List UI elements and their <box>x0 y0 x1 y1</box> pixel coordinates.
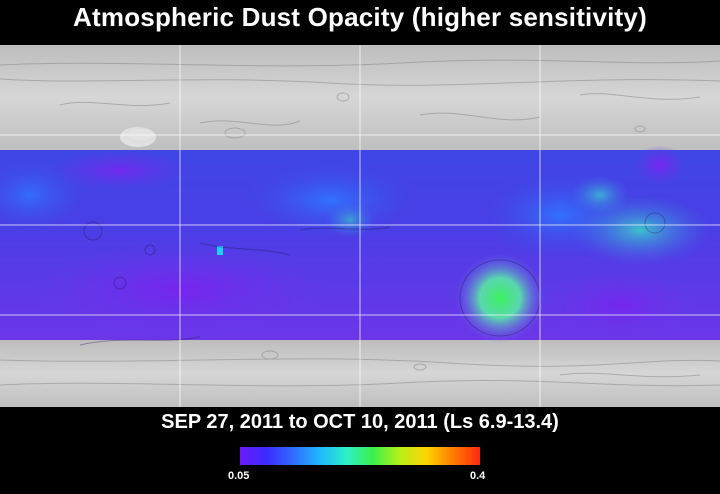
dust-violet-east <box>635 145 685 185</box>
scale-min-label: 0.05 <box>228 470 250 482</box>
volcano-terrain <box>120 127 156 147</box>
dust-cyan-center <box>325 202 375 238</box>
scale-max-label: 0.4 <box>470 470 486 482</box>
mars-map <box>0 45 720 407</box>
lat-lon-grid <box>0 45 720 407</box>
dust-cyan-ne <box>570 175 630 215</box>
color-scale-bar <box>240 447 480 465</box>
date-range: SEP 27, 2011 to OCT 10, 2011 (Ls 6.9-13.… <box>161 411 559 433</box>
dust-pixel-tharsis <box>217 246 223 255</box>
dust-violet-se <box>540 270 700 340</box>
map-title: Atmospheric Dust Opacity (higher sensiti… <box>73 2 647 32</box>
dust-violet-north <box>50 150 190 190</box>
dust-hotspot-hellas <box>455 253 545 343</box>
